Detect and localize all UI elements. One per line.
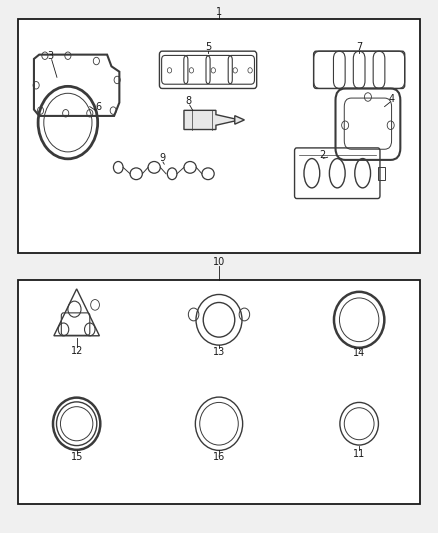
Text: 8: 8 <box>185 96 191 106</box>
Text: 13: 13 <box>213 347 225 357</box>
Text: 2: 2 <box>319 150 325 159</box>
Text: 6: 6 <box>95 102 102 111</box>
Text: 14: 14 <box>353 348 365 358</box>
Text: 15: 15 <box>71 452 83 462</box>
Text: 7: 7 <box>356 42 362 52</box>
Text: 3: 3 <box>47 51 53 61</box>
Text: 1: 1 <box>216 7 222 17</box>
Text: 11: 11 <box>353 449 365 459</box>
Polygon shape <box>235 116 244 124</box>
Text: 16: 16 <box>213 452 225 462</box>
Bar <box>18 19 420 253</box>
Bar <box>18 280 420 504</box>
Polygon shape <box>184 110 235 130</box>
Text: 5: 5 <box>205 42 211 52</box>
Bar <box>378 167 385 180</box>
Text: 9: 9 <box>159 154 165 163</box>
Text: 4: 4 <box>389 94 395 103</box>
Text: 10: 10 <box>213 257 225 267</box>
Text: 12: 12 <box>71 346 83 356</box>
